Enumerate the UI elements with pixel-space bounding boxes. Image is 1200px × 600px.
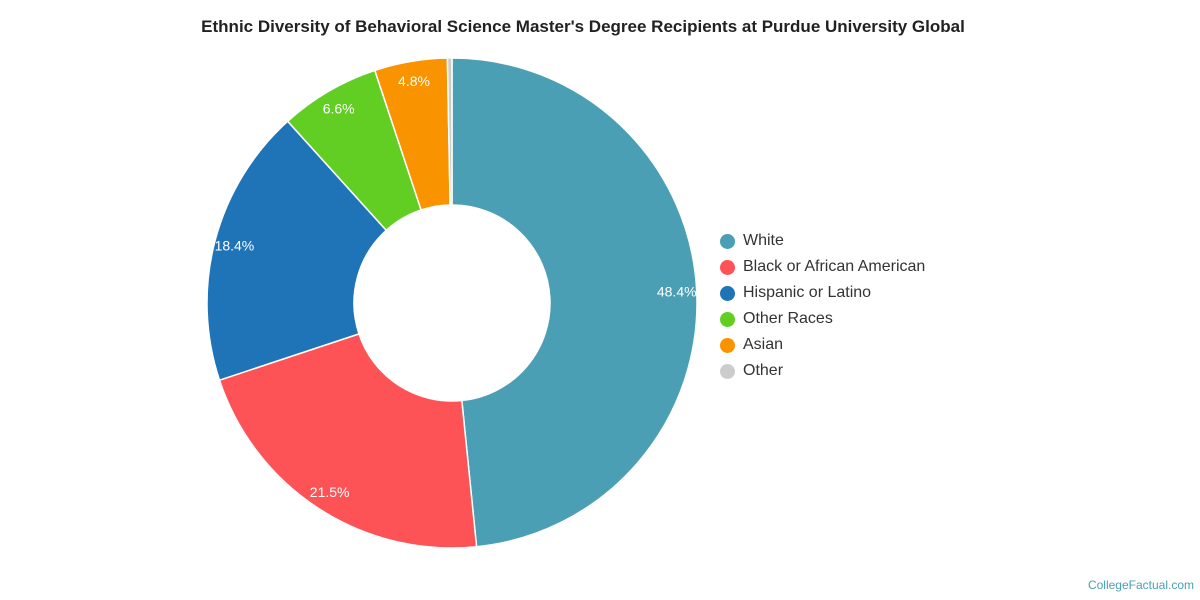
legend-label: Other Races: [743, 310, 833, 327]
slice-label-other-races: 6.6%: [323, 101, 355, 117]
legend-swatch-icon: [720, 311, 735, 327]
slice-label-hispanic-or-latino: 18.4%: [215, 238, 255, 254]
legend-item-other-races[interactable]: Other Races: [720, 306, 925, 332]
legend-label: Asian: [743, 336, 784, 353]
legend-item-black-or-african-american[interactable]: Black or African American: [720, 254, 925, 280]
legend-item-asian[interactable]: Asian: [720, 332, 925, 358]
slice-white[interactable]: [451, 57, 698, 548]
slice-label-black-or-african-american: 21.5%: [310, 484, 350, 500]
legend-label: Black or African American: [743, 258, 926, 275]
legend-swatch-icon: [720, 285, 735, 301]
legend-item-white[interactable]: White: [720, 228, 925, 254]
chart-title: Ethnic Diversity of Behavioral Science M…: [201, 17, 965, 36]
slice-black-or-african-american[interactable]: [218, 332, 478, 549]
slice-labels: 48.4% 21.5% 18.4% 6.6% 4.8%: [215, 73, 697, 500]
slice-label-asian: 4.8%: [398, 73, 430, 89]
legend-label: White: [743, 232, 784, 249]
chart-legend: White Black or African American Hispanic o…: [720, 228, 925, 384]
legend-swatch-icon: [720, 337, 735, 353]
legend-item-hispanic-or-latino[interactable]: Hispanic or Latino: [720, 280, 925, 306]
legend-swatch-icon: [720, 233, 735, 249]
legend-label: Other: [743, 362, 784, 379]
legend-swatch-icon: [720, 259, 735, 275]
legend-swatch-icon: [720, 363, 735, 379]
legend-label: Hispanic or Latino: [743, 284, 872, 301]
slice-hispanic-or-latino[interactable]: [206, 120, 388, 382]
legend-item-other[interactable]: Other: [720, 358, 925, 384]
slice-other[interactable]: [446, 57, 453, 206]
slice-label-white: 48.4%: [657, 284, 697, 300]
source-credit-link[interactable]: CollegeFactual.com: [1087, 578, 1194, 592]
donut-slices: [206, 57, 698, 549]
